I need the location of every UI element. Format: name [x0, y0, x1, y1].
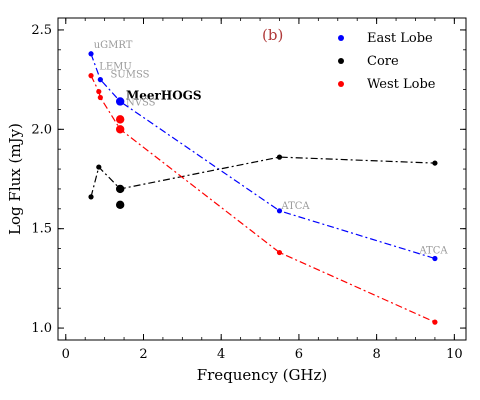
- x-axis-label: Frequency (GHz): [197, 366, 328, 384]
- west-lobe-point: [115, 115, 125, 124]
- east-lobe-point: [97, 77, 103, 83]
- west-lobe-legend-label: West Lobe: [367, 77, 436, 92]
- core-point: [276, 154, 283, 160]
- core-point: [96, 164, 102, 170]
- x-tick-label: 2: [139, 347, 147, 362]
- core-legend-marker: [338, 58, 344, 64]
- core-line: [90, 156, 435, 198]
- core-point: [88, 194, 94, 200]
- annotation-label: ATCA: [418, 246, 448, 257]
- east-lobe-legend-marker: [338, 35, 344, 41]
- x-tick-label: 10: [446, 347, 463, 362]
- annotation-label: ATCA: [280, 201, 310, 212]
- west-lobe-point: [276, 249, 283, 256]
- legend: East Lobe Core West Lobe: [338, 31, 436, 92]
- east-lobe-point: [115, 97, 125, 106]
- core-point: [115, 200, 125, 210]
- annotation-label: MeerHOGS: [126, 88, 202, 102]
- west-lobe-point: [88, 73, 94, 79]
- y-tick-label: 2.0: [31, 122, 52, 137]
- panel-label: (b): [262, 26, 283, 44]
- annotation-label: SUMSS: [110, 70, 149, 81]
- east-lobe-point: [432, 255, 438, 262]
- annotation-label: NVSS: [126, 97, 156, 108]
- core-point: [432, 160, 438, 166]
- core-legend-label: Core: [367, 54, 399, 69]
- west-lobe-line: [90, 75, 436, 323]
- west-lobe-point: [96, 88, 102, 95]
- annotation-label: LEMU: [99, 62, 132, 73]
- y-tick-label: 1.0: [31, 321, 52, 336]
- y-axis-label: Log Flux (mJy): [6, 123, 24, 235]
- x-tick-label: 6: [295, 347, 303, 362]
- east-lobe-legend-label: East Lobe: [367, 31, 433, 46]
- annotation-label: uGMRT: [94, 40, 133, 51]
- axis-ticks: 0 2 4 6 8 10 1.0 1.5 2.0 2.5: [31, 18, 466, 362]
- west-lobe-point: [432, 319, 438, 325]
- core-point: [115, 184, 125, 194]
- x-tick-label: 0: [62, 347, 70, 362]
- x-tick-label: 4: [217, 347, 225, 362]
- y-tick-label: 1.5: [31, 222, 52, 237]
- west-lobe-point: [115, 125, 125, 134]
- west-lobe-legend-marker: [338, 81, 344, 87]
- east-lobe-point: [276, 208, 283, 214]
- y-tick-label: 2.5: [31, 23, 52, 38]
- series-points: [88, 51, 438, 325]
- plot-frame: [57, 17, 467, 341]
- x-tick-label: 8: [372, 347, 380, 362]
- west-lobe-point: [97, 94, 103, 101]
- east-lobe-point: [88, 51, 94, 57]
